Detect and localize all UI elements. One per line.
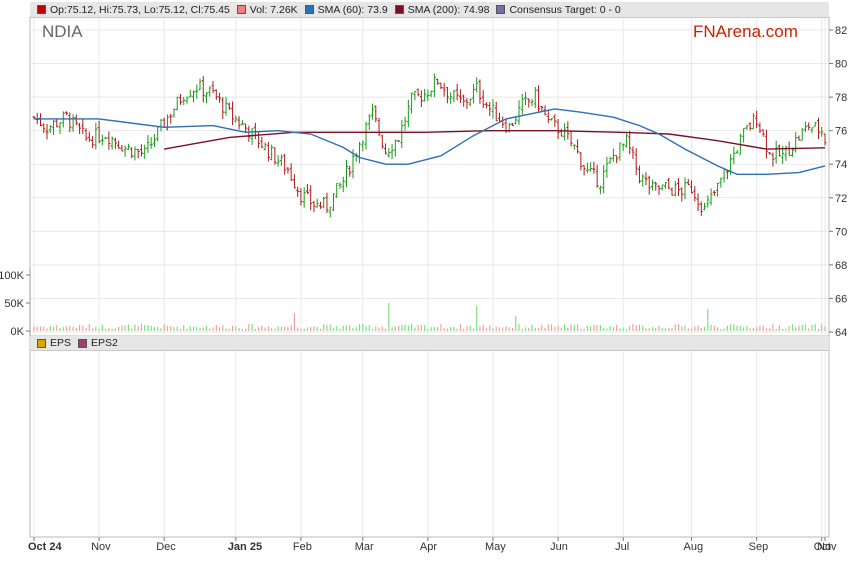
legend-consensus-label: Consensus Target: 0 - 0 [509,3,621,16]
month-label: Jan 25 [228,541,262,553]
legend-sma60-label: SMA (60): 73.9 [317,3,388,16]
price-tick-label: 64 [835,327,847,339]
legend-eps-label: EPS [50,337,72,349]
eps-swatch-icon [37,338,46,348]
legend-volume-label: Vol: 7.26K [249,3,298,16]
legend-ohlc[interactable]: Op:75.12, Hi:75.73, Lo:75.12, Cl:75.45 [37,4,230,16]
month-label: Jul [615,541,629,553]
price-tick-label: 68 [835,260,847,272]
volume-tick-label: 50K [4,298,24,310]
month-label: Nov [91,541,111,553]
brand-logo[interactable]: FNArena.com [693,22,798,41]
month-label: Nov [817,541,837,553]
price-tick-label: 66 [835,293,847,305]
price-legend: Op:75.12, Hi:75.73, Lo:75.12, Cl:75.45 V… [30,2,829,18]
price-panel-frame [29,16,830,337]
sma200-swatch-icon [394,5,404,14]
month-label: Apr [420,541,437,553]
volume-tick-label: 100K [0,270,25,282]
eps2-swatch-icon [78,338,88,348]
legend-ohlc-label: Op:75.12, Hi:75.73, Lo:75.12, Cl:75.45 [50,3,230,16]
price-tick-label: 82 [835,25,847,37]
month-label: Aug [684,541,704,553]
price-tick-label: 80 [835,59,847,71]
sma200-line [164,129,826,150]
legend-eps2-label: EPS2 [91,337,118,349]
legend-sma200[interactable]: SMA (200): 74.98 [394,3,490,16]
legend-eps[interactable]: EPS [37,337,71,349]
month-label: Oct [814,541,831,553]
price-tick-label: 70 [835,226,847,238]
price-tick-label: 72 [835,193,847,205]
sma60-swatch-icon [304,5,314,14]
month-label: Mar [355,541,374,553]
sma60-line [34,108,826,176]
price-tick-label: 76 [835,126,847,138]
month-label: Feb [293,541,312,553]
month-label: Dec [156,541,176,553]
month-label: Sep [749,541,769,553]
legend-consensus[interactable]: Consensus Target: 0 - 0 [496,3,621,16]
month-label: May [485,541,506,553]
month-label: Jun [550,541,568,553]
price-tick-label: 74 [835,159,847,171]
eps-panel-frame [29,335,830,538]
volume-swatch-icon [236,5,246,14]
legend-volume[interactable]: Vol: 7.26K [236,3,298,16]
eps-legend: EPS EPS2 [30,336,829,351]
ohlc-swatch-icon [37,5,46,14]
candles-group [32,73,827,331]
month-label: Oct 24 [28,541,63,553]
legend-sma200-label: SMA (200): 74.98 [407,3,490,16]
consensus-swatch-icon [496,5,506,14]
legend-sma60[interactable]: SMA (60): 73.9 [304,3,388,16]
legend-eps2[interactable]: EPS2 [78,337,118,349]
ticker-symbol: NDIA [42,22,83,41]
volume-tick-label: 0K [11,326,25,338]
price-tick-label: 78 [835,92,847,104]
